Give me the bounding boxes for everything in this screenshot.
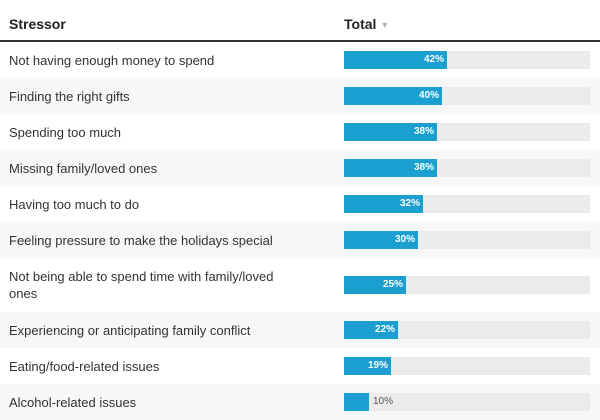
table-row: Eating/food-related issues 19% <box>0 348 600 384</box>
column-header-total-label: Total <box>344 16 377 32</box>
bar <box>344 195 423 213</box>
bar-value-label: 42% <box>423 54 444 65</box>
bar-track: 10% <box>344 393 590 411</box>
bar <box>344 51 447 69</box>
bar <box>344 159 437 177</box>
column-header-total[interactable]: Total ▼ <box>344 16 389 32</box>
bar-value-label: 40% <box>418 90 439 101</box>
bar-track: 25% <box>344 276 590 294</box>
bar-value-label: 10% <box>373 396 394 407</box>
stressor-label: Having too much to do <box>9 197 140 212</box>
bar-track: 32% <box>344 195 590 213</box>
bar <box>344 393 369 411</box>
stressor-label: Missing family/loved ones <box>9 161 158 176</box>
table-row: Feeling pressure to make the holidays sp… <box>0 222 600 258</box>
stressor-label: Alcohol-related issues <box>9 395 137 410</box>
table-row: Missing family/loved ones 38% <box>0 150 600 186</box>
bar-track: 38% <box>344 159 590 177</box>
bar <box>344 321 398 339</box>
table-row: Finding the right gifts 40% <box>0 78 600 114</box>
bar-value-label: 25% <box>382 279 403 290</box>
bar-value-label: 19% <box>367 360 388 371</box>
bar-value-label: 22% <box>374 324 395 335</box>
stressor-label: Finding the right gifts <box>9 89 130 104</box>
table-body: Not having enough money to spend 42% Findi… <box>0 42 600 420</box>
bar-track: 22% <box>344 321 590 339</box>
bar <box>344 87 442 105</box>
stressor-label: Eating/food-related issues <box>9 359 160 374</box>
bar-track: 19% <box>344 357 590 375</box>
bar-track: 42% <box>344 51 590 69</box>
table-row: Experiencing or anticipating family conf… <box>0 312 600 348</box>
table-row: Not being able to spend time with family… <box>0 258 600 312</box>
bar-value-label: 38% <box>413 126 434 137</box>
bar-value-label: 38% <box>413 162 434 173</box>
stressor-label: Not being able to spend time with family… <box>9 269 274 301</box>
column-header-stressor[interactable]: Stressor <box>9 16 66 32</box>
stressor-label: Not having enough money to spend <box>9 53 215 68</box>
bar <box>344 123 437 141</box>
table-row: Alcohol-related issues 10% <box>0 384 600 420</box>
stressor-label: Feeling pressure to make the holidays sp… <box>9 233 273 248</box>
stressor-label: Spending too much <box>9 125 122 140</box>
bar <box>344 276 406 294</box>
bar-value-label: 30% <box>394 234 415 245</box>
table-row: Not having enough money to spend 42% <box>0 42 600 78</box>
bar-track: 30% <box>344 231 590 249</box>
bar-track: 40% <box>344 87 590 105</box>
sort-descending-icon[interactable]: ▼ <box>380 20 390 30</box>
bar-track: 38% <box>344 123 590 141</box>
bar <box>344 357 391 375</box>
table-row: Spending too much 38% <box>0 114 600 150</box>
stressor-label: Experiencing or anticipating family conf… <box>9 323 251 338</box>
bar-value-label: 32% <box>399 198 420 209</box>
bar <box>344 231 418 249</box>
table-row: Having too much to do 32% <box>0 186 600 222</box>
table-header: Stressor Total ▼ <box>0 0 600 42</box>
